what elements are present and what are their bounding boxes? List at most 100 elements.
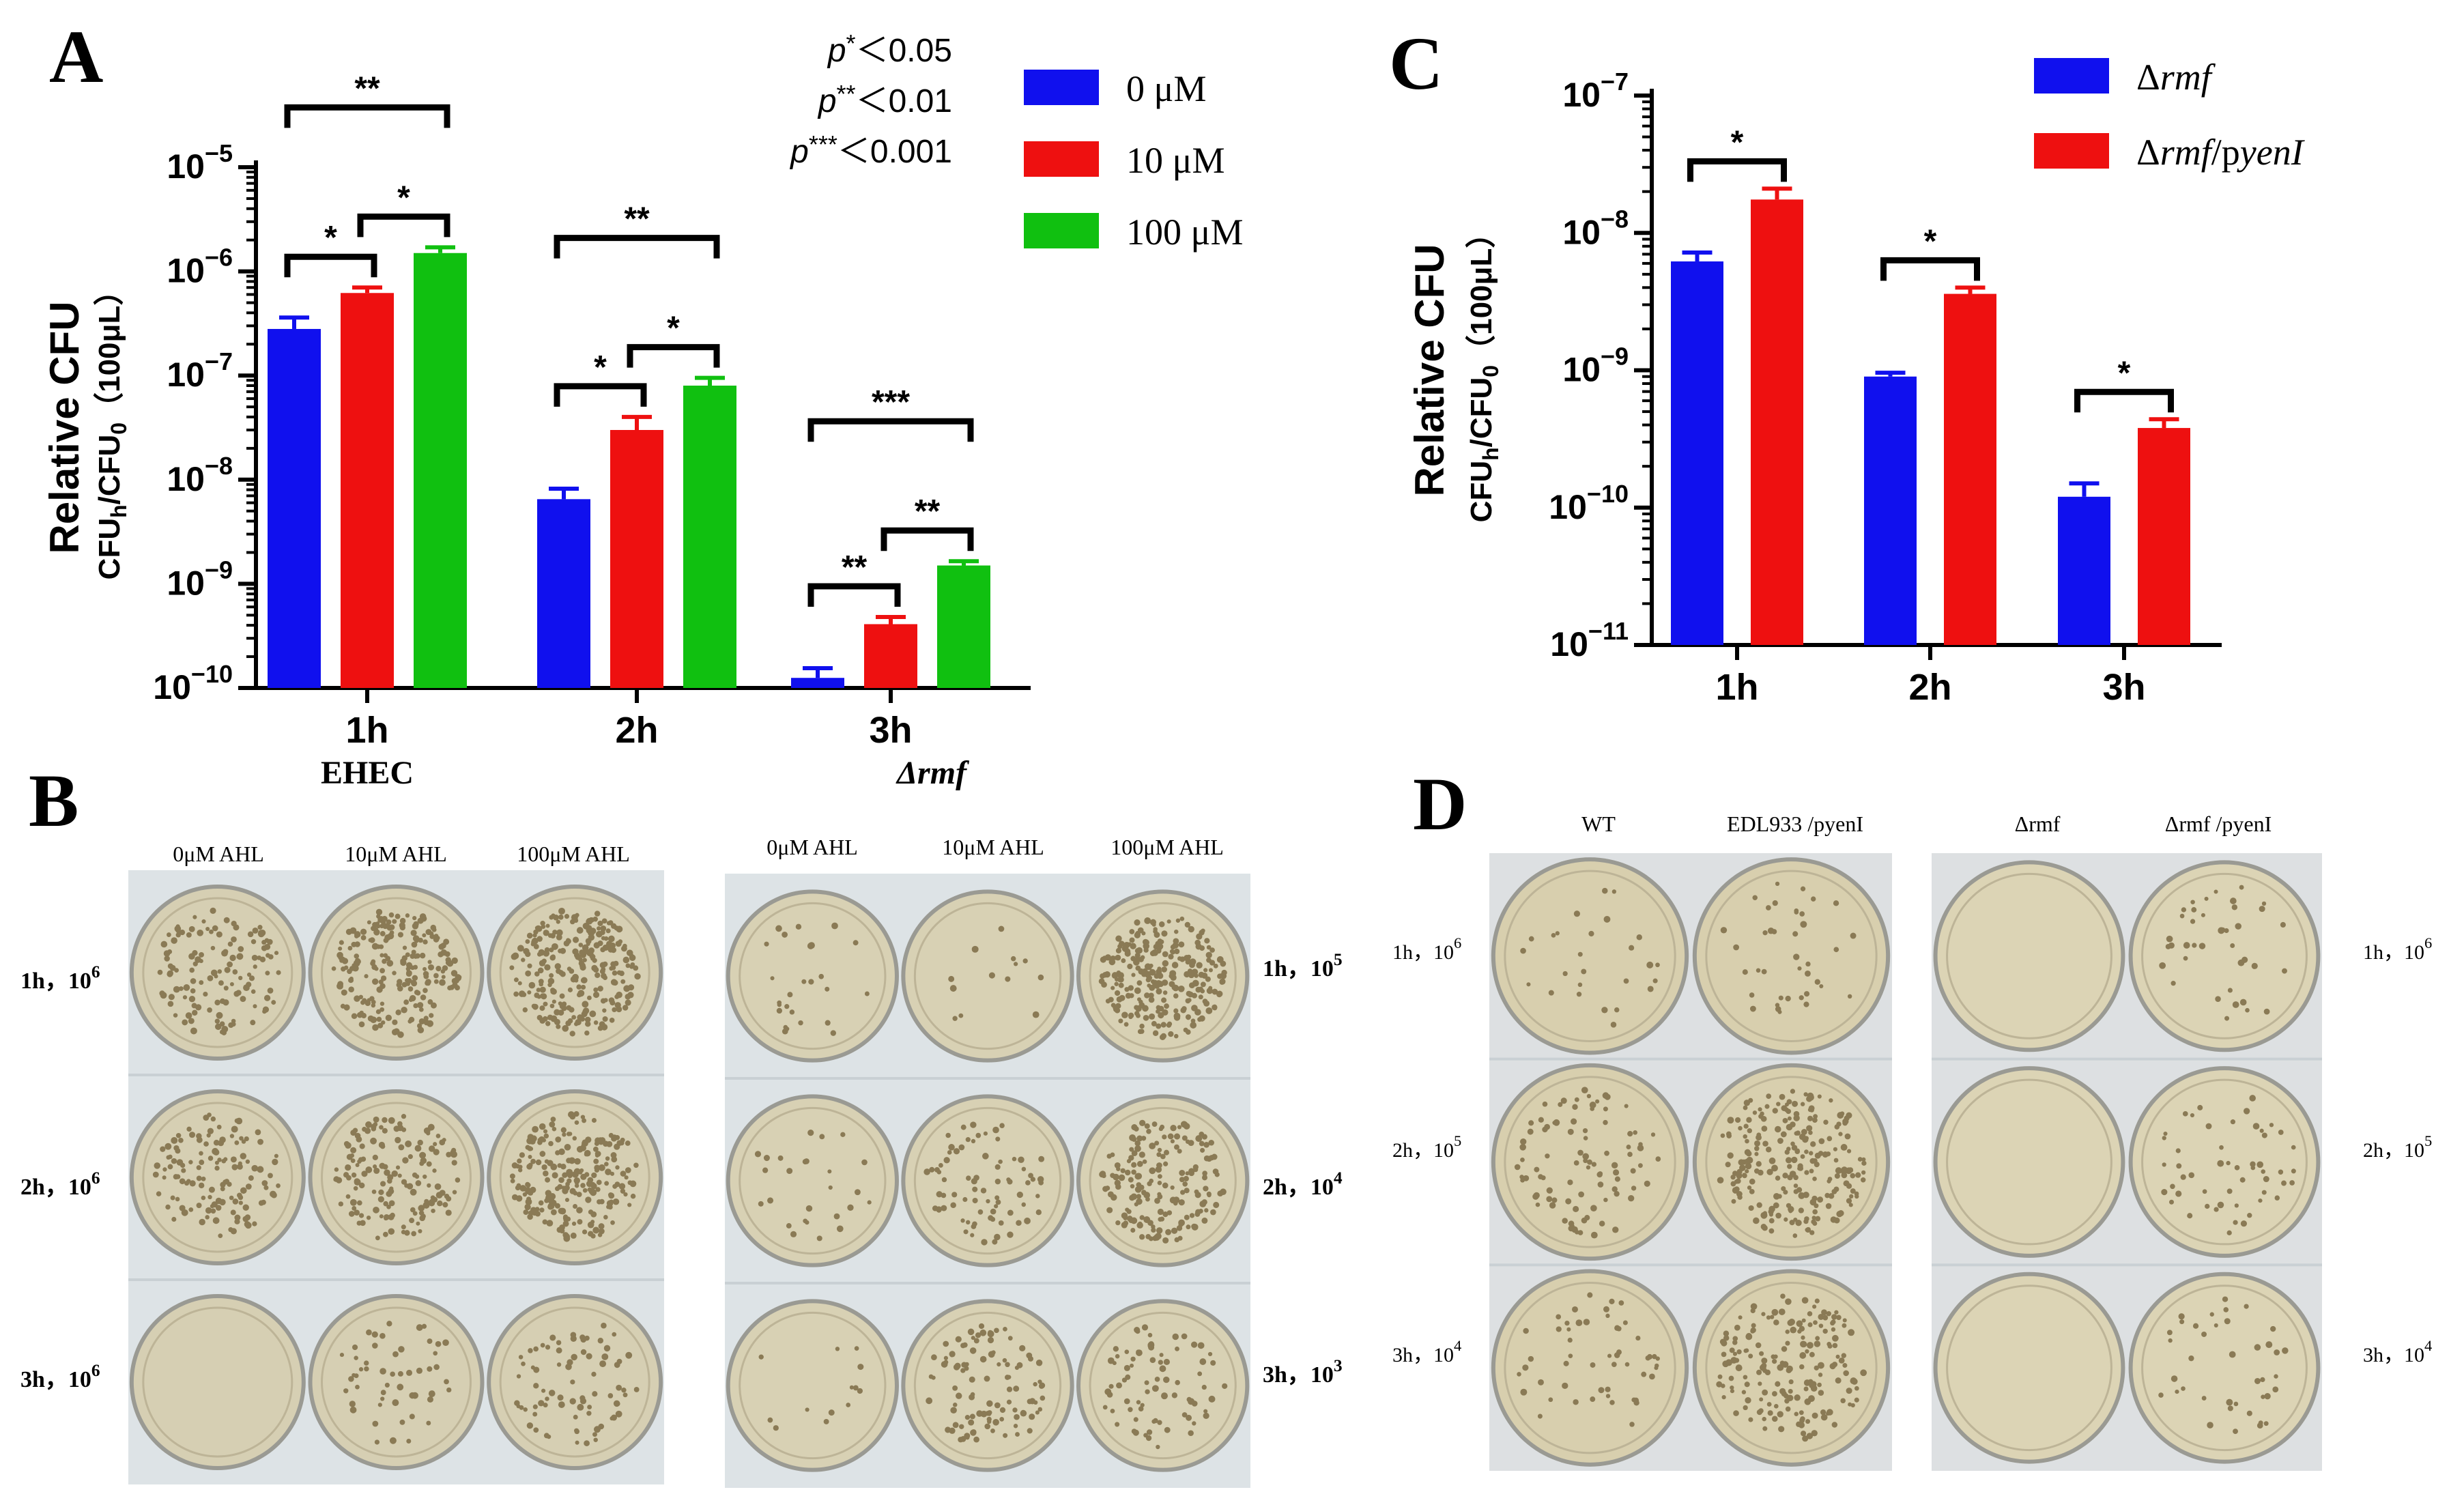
colony	[551, 1126, 557, 1132]
colony	[1135, 1013, 1141, 1018]
y-tick-exponent: 7	[1615, 68, 1629, 96]
colony	[530, 1158, 536, 1164]
colony	[397, 1370, 403, 1377]
petri-dish	[133, 1093, 302, 1261]
colony	[257, 925, 263, 930]
colony	[528, 1348, 533, 1353]
colony	[1129, 1147, 1134, 1152]
colony	[534, 971, 540, 977]
colony	[1174, 1144, 1179, 1150]
colony	[610, 1152, 617, 1158]
colony	[987, 1336, 994, 1344]
colony	[994, 1327, 999, 1334]
petri-dish-inner-rim	[499, 1306, 650, 1458]
colony	[1766, 1315, 1771, 1320]
colony	[1143, 1433, 1148, 1438]
colony	[451, 1160, 457, 1166]
petri-dish-inner-rim	[321, 1306, 472, 1458]
colony	[1203, 1186, 1209, 1192]
colony	[1012, 1156, 1017, 1162]
colony	[1618, 1300, 1624, 1306]
colony	[575, 1018, 582, 1026]
colony	[416, 1324, 423, 1332]
colony	[960, 1368, 966, 1373]
colony	[1783, 1107, 1789, 1113]
colony	[1603, 1106, 1608, 1112]
colony	[1114, 981, 1119, 986]
colony	[1788, 1388, 1793, 1394]
colony	[574, 1158, 581, 1165]
colony	[547, 1197, 555, 1205]
petri-dish	[1495, 861, 1685, 1051]
colony	[1761, 1362, 1767, 1368]
colony	[189, 967, 195, 973]
colony	[597, 1338, 604, 1344]
colony	[382, 1128, 388, 1134]
colony	[1590, 1205, 1597, 1212]
colony	[1805, 1419, 1811, 1424]
colony	[947, 1150, 952, 1155]
colony	[395, 1136, 401, 1144]
colony	[207, 975, 214, 981]
colony	[1743, 1105, 1748, 1110]
colony	[1132, 1429, 1139, 1436]
colony	[354, 1209, 360, 1216]
colony	[410, 979, 416, 986]
colony	[943, 1355, 949, 1360]
colony	[558, 914, 564, 920]
colony	[1810, 1141, 1816, 1147]
colony	[434, 1183, 442, 1190]
colony	[597, 1199, 602, 1205]
colony	[221, 949, 228, 957]
colony	[401, 1224, 406, 1230]
y-tick-label: 10−7	[167, 347, 233, 394]
colony	[2245, 1007, 2250, 1013]
colony	[1732, 1351, 1738, 1356]
colony	[1750, 1308, 1756, 1314]
colony	[1118, 977, 1124, 983]
colony	[1157, 1208, 1164, 1216]
colony	[1018, 1156, 1025, 1163]
colony	[1166, 919, 1171, 924]
colony	[427, 1183, 431, 1188]
colony	[1220, 973, 1227, 979]
colony	[1568, 1353, 1573, 1359]
colony	[1590, 1362, 1596, 1368]
colony	[1153, 1418, 1158, 1424]
colony	[433, 979, 439, 984]
petri-dish	[2132, 864, 2317, 1048]
units-part: /CFU	[1465, 377, 1498, 448]
petri-dish	[905, 893, 1070, 1059]
significance-label: *	[667, 311, 680, 347]
colony	[206, 1133, 211, 1138]
colony	[1151, 1227, 1156, 1233]
colony	[1146, 1128, 1151, 1134]
colony	[2226, 1188, 2233, 1194]
colony	[1737, 1194, 1743, 1200]
colony	[1181, 1121, 1188, 1128]
colony	[1775, 881, 1780, 887]
colony	[1840, 1144, 1848, 1151]
colony	[950, 1202, 956, 1209]
colony	[1771, 1354, 1776, 1360]
colony	[1814, 1298, 1820, 1304]
colony	[409, 1413, 415, 1420]
colony	[1798, 1422, 1805, 1429]
petri-dish	[1696, 861, 1887, 1051]
colony	[373, 1164, 377, 1169]
colony	[544, 1159, 549, 1164]
colony	[1191, 968, 1199, 975]
legend-swatch	[1024, 141, 1099, 177]
colony	[433, 1142, 438, 1147]
colony	[1199, 1358, 1207, 1365]
colony	[592, 1432, 597, 1437]
colony	[568, 1132, 573, 1136]
colony	[846, 1403, 851, 1407]
colony	[1812, 1176, 1817, 1181]
colony	[186, 932, 192, 938]
colony	[1520, 1138, 1527, 1145]
colony	[522, 1007, 528, 1013]
colony	[370, 1016, 377, 1024]
colony	[1200, 1147, 1205, 1153]
colony	[948, 975, 955, 982]
